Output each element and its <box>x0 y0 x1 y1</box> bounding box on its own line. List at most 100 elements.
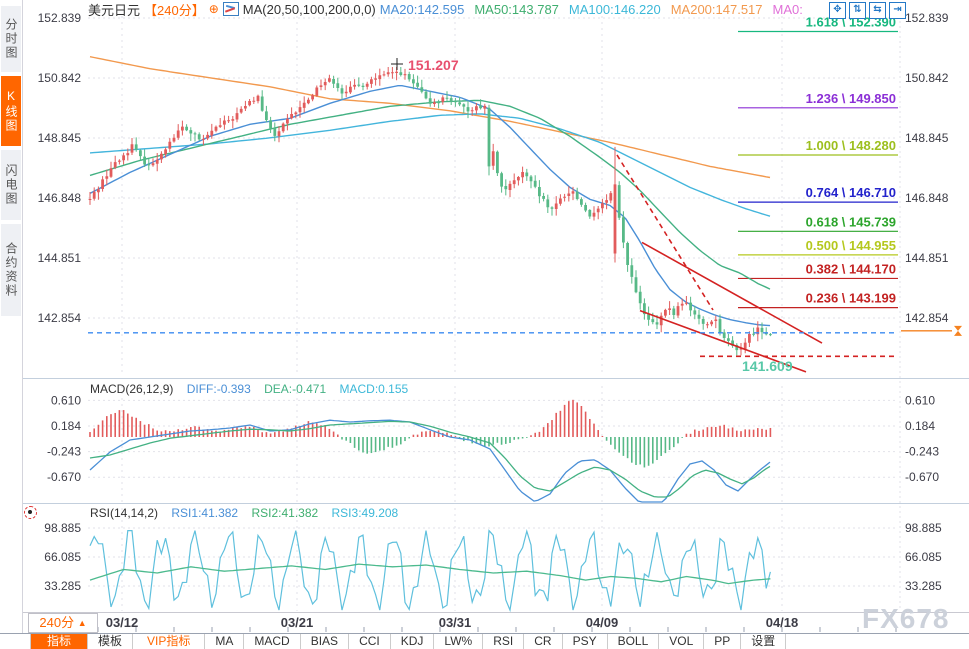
price-tick-left: 144.851 <box>38 251 82 265</box>
crosshair-marker <box>391 58 403 70</box>
sidebar-tab-contract-info[interactable]: 合约资料 <box>1 224 21 316</box>
panel-dividers <box>0 378 969 649</box>
rsi-slow-line <box>89 563 771 585</box>
price-tick-right: 142.854 <box>905 311 949 325</box>
indicator-toolbar: 指标 模板 VIP指标 MA MACD BIAS CCI KDJ LW% RSI CR PSY BOLL… <box>0 633 969 649</box>
toolbar-item-指标[interactable]: 指标 <box>31 634 89 649</box>
rsi-panel-header: RSI(14,14,2) RSI1:41.382 RSI2:41.382 RSI… <box>90 506 408 520</box>
toolbar-item-BOLL[interactable]: BOLL <box>608 634 660 649</box>
trendline-upper-channel <box>641 241 823 344</box>
up-candle-wicks <box>89 67 759 356</box>
fib-label-0.500: 0.500 \ 144.955 <box>806 238 896 253</box>
diff-value: DIFF:-0.393 <box>186 382 251 396</box>
toolbar-item-MA[interactable]: MA <box>205 634 245 649</box>
fib-label-0.618: 0.618 \ 145.739 <box>806 214 896 229</box>
magnet-icon[interactable]: ⊕ <box>208 2 219 16</box>
axis-labels: 152.839 152.839 150.842 150.842 148.845 148.8… <box>38 11 949 593</box>
macd_dea-line <box>89 420 771 498</box>
goto-latest-icon[interactable]: ⇥ <box>889 2 906 19</box>
toolbar-item-设置[interactable]: 设置 <box>741 634 787 649</box>
chart-type-sidebar: 分时图 K线图 闪电图 合约资料 <box>0 0 23 649</box>
rsi-panel <box>89 528 771 613</box>
price-tick-right: 152.839 <box>905 11 949 25</box>
live-indicator-icon <box>24 506 37 519</box>
toolbar-item-VIP指标[interactable]: VIP指标 <box>133 634 206 649</box>
symbol-name: 美元日元 <box>88 2 141 18</box>
rsi1-value: RSI1:41.382 <box>171 506 239 520</box>
chart-toolbuttons: ✥ ⇅ ⇆ ⇥ <box>829 2 906 19</box>
date-label-03/31: 03/31 <box>439 615 472 630</box>
toolbar-item-模板[interactable]: 模板 <box>88 634 134 649</box>
period-selector-label: 240分 <box>39 615 75 630</box>
rsi-fast-line <box>89 528 771 613</box>
rsi-tick-right: 33.285 <box>905 579 942 593</box>
dea-value: DEA:-0.471 <box>264 382 327 396</box>
macd-panel <box>89 399 772 503</box>
drawn-trendlines[interactable] <box>88 154 962 373</box>
date-label-03/12: 03/12 <box>106 615 139 630</box>
toolbar-item-PSY[interactable]: PSY <box>563 634 608 649</box>
rsi-tick-right: 66.085 <box>905 550 942 564</box>
period-tag: 【240分】 <box>144 2 205 18</box>
move-chart-icon[interactable]: ✥ <box>829 2 846 19</box>
ma-value-0: MA20:142.595 <box>379 1 465 17</box>
period-selector[interactable]: 240分 ▲ <box>28 613 98 633</box>
toolbar-item-MACD[interactable]: MACD <box>244 634 301 649</box>
indicator-settings-icon[interactable] <box>222 2 239 16</box>
toolbar-item-RSI[interactable]: RSI <box>483 634 525 649</box>
down-candle-bodies <box>134 72 772 351</box>
rsi2-value: RSI2:41.382 <box>251 506 319 520</box>
axis-price-tag-marker <box>954 325 962 336</box>
ma-values: MA20:142.595 MA50:143.787 MA100:146.220 MA2… <box>380 2 813 17</box>
toolbar-item-LW%[interactable]: LW% <box>434 634 484 649</box>
ma-settings-label: MA(20,50,100,200,0,0) <box>242 1 376 17</box>
macd-tick-left: -0.670 <box>47 470 81 484</box>
macd-tick-right: -0.670 <box>905 470 939 484</box>
toolbar-item-CCI[interactable]: CCI <box>349 634 391 649</box>
date-label-04/18: 04/18 <box>766 615 799 630</box>
macd_diff-line <box>89 419 771 503</box>
toolbar-item-BIAS[interactable]: BIAS <box>301 634 350 649</box>
ma50-line <box>89 99 771 290</box>
macd-panel-header: MACD(26,12,9) DIFF:-0.393 DEA:-0.471 MAC… <box>90 382 418 396</box>
gridlines <box>88 16 901 611</box>
rsi-tick-left: 98.885 <box>44 521 81 535</box>
fib-label-1.000: 1.000 \ 148.280 <box>806 138 896 153</box>
swing-low-label: 141.609 <box>742 358 793 374</box>
sidebar-tab-timeshare[interactable]: 分时图 <box>1 6 21 72</box>
price-tick-right: 144.851 <box>905 251 949 265</box>
toolbar-item-KDJ[interactable]: KDJ <box>391 634 435 649</box>
rsi-tick-left: 66.085 <box>44 550 81 564</box>
macd-tick-right: 0.184 <box>905 419 935 433</box>
price-tick-left: 152.839 <box>38 11 82 25</box>
price-tick-left: 142.854 <box>38 311 82 325</box>
price-tick-right: 150.842 <box>905 71 949 85</box>
trendline-steep-breakdown <box>616 154 714 311</box>
toolbar-item-PP[interactable]: PP <box>704 634 742 649</box>
fib-label-0.236: 0.236 \ 143.199 <box>806 291 896 306</box>
toolbar-spacer <box>0 634 31 649</box>
scale-y-axis-icon[interactable]: ⇅ <box>849 2 866 19</box>
sidebar-tab-flash[interactable]: 闪电图 <box>1 150 21 220</box>
fib-label-0.764: 0.764 \ 146.710 <box>806 185 896 200</box>
price-tick-left: 148.845 <box>38 131 82 145</box>
fib-label-0.382: 0.382 \ 144.170 <box>806 261 896 276</box>
macd-title: MACD(26,12,9) <box>90 382 174 396</box>
date-axis: 03/12 03/21 03/31 04/09 04/18 <box>97 615 897 632</box>
rsi-title: RSI(14,14,2) <box>90 506 159 520</box>
macd-tick-right: -0.243 <box>905 445 939 459</box>
chart-header: 美元日元 【240分】 ⊕ MA(20,50,100,200,0,0) MA20… <box>88 1 813 18</box>
rsi-tick-left: 33.285 <box>44 579 81 593</box>
sidebar-tab-kline[interactable]: K线图 <box>1 76 21 146</box>
date-label-03/21: 03/21 <box>281 615 314 630</box>
scale-x-axis-icon[interactable]: ⇆ <box>869 2 886 19</box>
price-tick-right: 148.845 <box>905 131 949 145</box>
toolbar-item-CR[interactable]: CR <box>524 634 563 649</box>
price-tick-right: 146.848 <box>905 191 949 205</box>
ma200-line <box>89 56 771 179</box>
macd-tick-right: 0.610 <box>905 393 935 407</box>
toolbar-item-VOL[interactable]: VOL <box>659 634 705 649</box>
